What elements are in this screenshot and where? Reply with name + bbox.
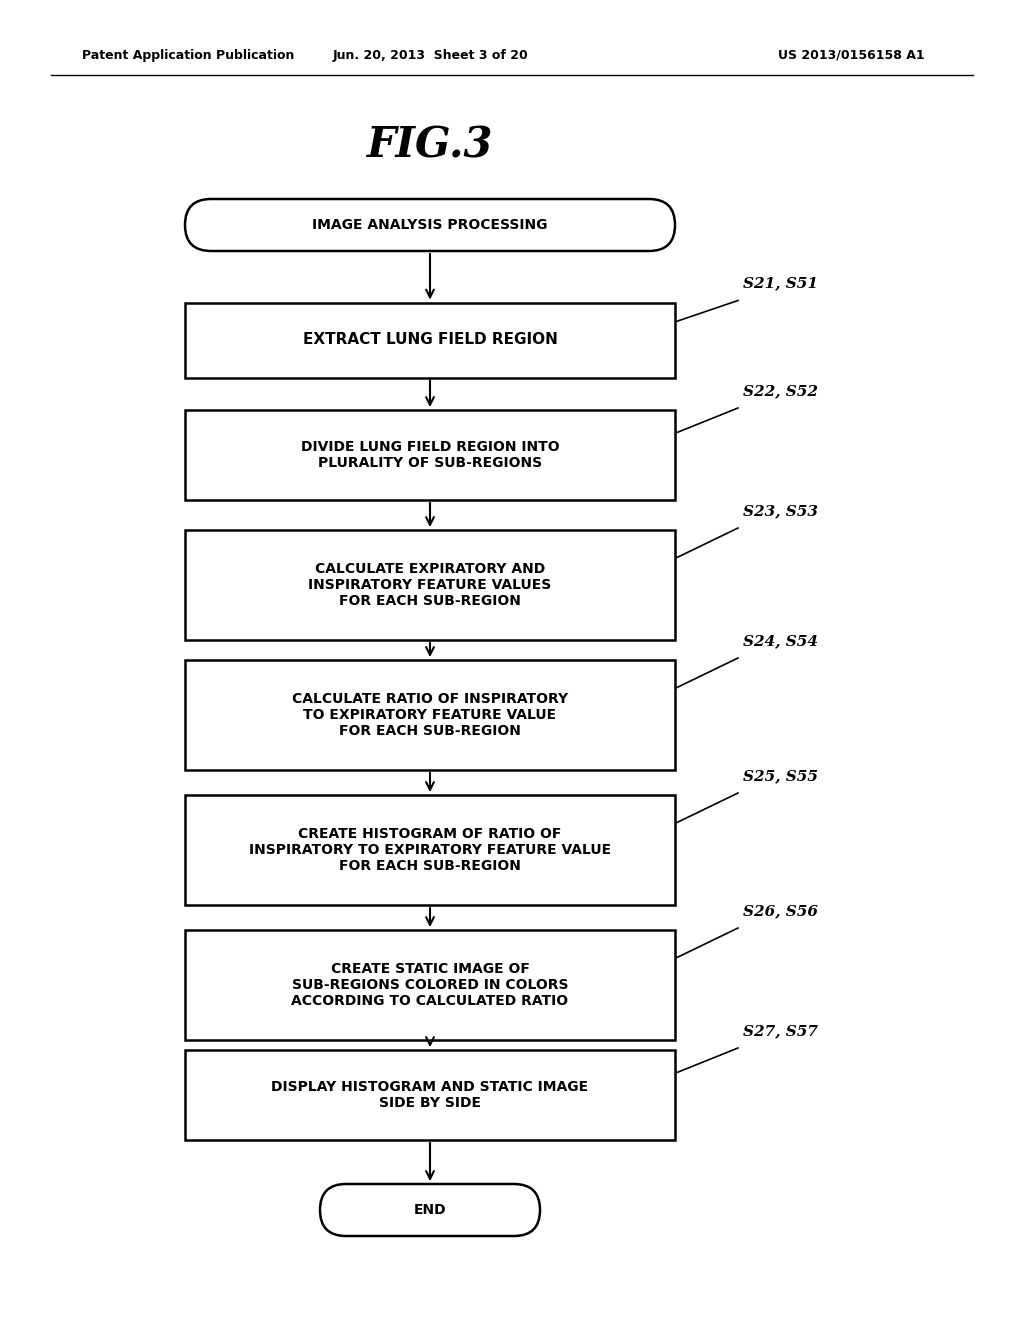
Text: Patent Application Publication: Patent Application Publication <box>82 49 294 62</box>
Text: IMAGE ANALYSIS PROCESSING: IMAGE ANALYSIS PROCESSING <box>312 218 548 232</box>
Text: DISPLAY HISTOGRAM AND STATIC IMAGE
SIDE BY SIDE: DISPLAY HISTOGRAM AND STATIC IMAGE SIDE … <box>271 1080 589 1110</box>
FancyBboxPatch shape <box>185 199 675 251</box>
Text: CALCULATE EXPIRATORY AND
INSPIRATORY FEATURE VALUES
FOR EACH SUB-REGION: CALCULATE EXPIRATORY AND INSPIRATORY FEA… <box>308 562 552 609</box>
Text: Jun. 20, 2013  Sheet 3 of 20: Jun. 20, 2013 Sheet 3 of 20 <box>332 49 528 62</box>
Text: CREATE HISTOGRAM OF RATIO OF
INSPIRATORY TO EXPIRATORY FEATURE VALUE
FOR EACH SU: CREATE HISTOGRAM OF RATIO OF INSPIRATORY… <box>249 826 611 874</box>
Text: CREATE STATIC IMAGE OF
SUB-REGIONS COLORED IN COLORS
ACCORDING TO CALCULATED RAT: CREATE STATIC IMAGE OF SUB-REGIONS COLOR… <box>292 962 568 1008</box>
Text: S24, S54: S24, S54 <box>743 634 818 648</box>
FancyBboxPatch shape <box>185 795 675 906</box>
Text: FIG.3: FIG.3 <box>367 124 494 166</box>
Text: S22, S52: S22, S52 <box>743 384 818 399</box>
Text: DIVIDE LUNG FIELD REGION INTO
PLURALITY OF SUB-REGIONS: DIVIDE LUNG FIELD REGION INTO PLURALITY … <box>301 440 559 470</box>
FancyBboxPatch shape <box>185 531 675 640</box>
Text: S21, S51: S21, S51 <box>743 276 818 290</box>
Text: END: END <box>414 1203 446 1217</box>
FancyBboxPatch shape <box>185 411 675 500</box>
FancyBboxPatch shape <box>185 660 675 770</box>
FancyBboxPatch shape <box>185 931 675 1040</box>
Text: EXTRACT LUNG FIELD REGION: EXTRACT LUNG FIELD REGION <box>302 333 557 347</box>
Text: S26, S56: S26, S56 <box>743 904 818 917</box>
Text: CALCULATE RATIO OF INSPIRATORY
TO EXPIRATORY FEATURE VALUE
FOR EACH SUB-REGION: CALCULATE RATIO OF INSPIRATORY TO EXPIRA… <box>292 692 568 738</box>
FancyBboxPatch shape <box>185 302 675 378</box>
FancyBboxPatch shape <box>319 1184 540 1236</box>
Text: S27, S57: S27, S57 <box>743 1024 818 1038</box>
Text: US 2013/0156158 A1: US 2013/0156158 A1 <box>778 49 925 62</box>
Text: S25, S55: S25, S55 <box>743 770 818 783</box>
FancyBboxPatch shape <box>185 1049 675 1140</box>
Text: S23, S53: S23, S53 <box>743 504 818 517</box>
